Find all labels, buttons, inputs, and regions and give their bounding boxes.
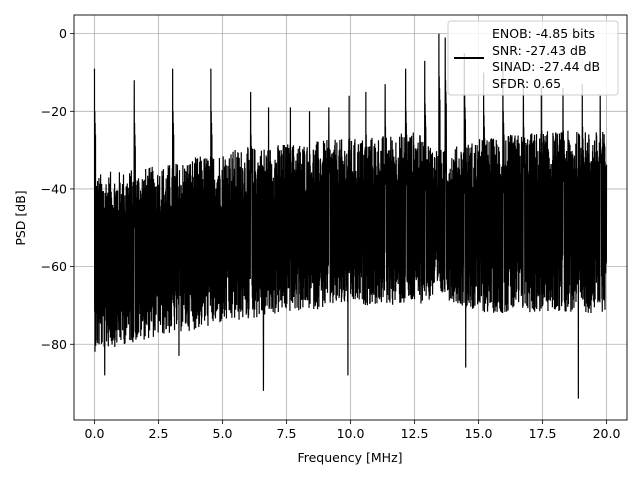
x-tick-label: 15.0 [465,426,493,441]
x-tick-label: 7.5 [277,426,297,441]
x-tick-label: 10.0 [337,426,365,441]
legend-enob: ENOB: -4.85 bits [492,26,595,41]
psd-series [93,33,608,399]
y-tick-label: −20 [41,104,67,119]
legend: ENOB: -4.85 bits SNR: -27.43 dB SINAD: -… [447,20,619,96]
x-tick-label: 5.0 [213,426,233,441]
x-tick-label: 12.5 [401,426,429,441]
axis-ticks: 0.0 2.5 5.0 7.5 10.0 12.5 15.0 17.5 20.0 0 −20 −40 −… [41,26,621,441]
legend-sinad: SINAD: -27.44 dB [492,59,600,74]
legend-snr: SNR: -27.43 dB [492,43,587,58]
y-tick-label: 0 [59,26,67,41]
x-tick-label: 20.0 [593,426,621,441]
x-tick-label: 2.5 [149,426,169,441]
y-tick-label: −60 [41,259,67,274]
y-axis-title: PSD [dB] [13,190,28,245]
legend-sfdr: SFDR: 0.65 [492,76,561,91]
x-axis-title: Frequency [MHz] [297,450,402,465]
psd-line [93,33,608,399]
y-tick-label: −40 [41,181,67,196]
x-tick-label: 0.0 [85,426,105,441]
x-tick-label: 17.5 [529,426,557,441]
legend-box [447,20,619,96]
y-tick-label: −80 [41,337,67,352]
